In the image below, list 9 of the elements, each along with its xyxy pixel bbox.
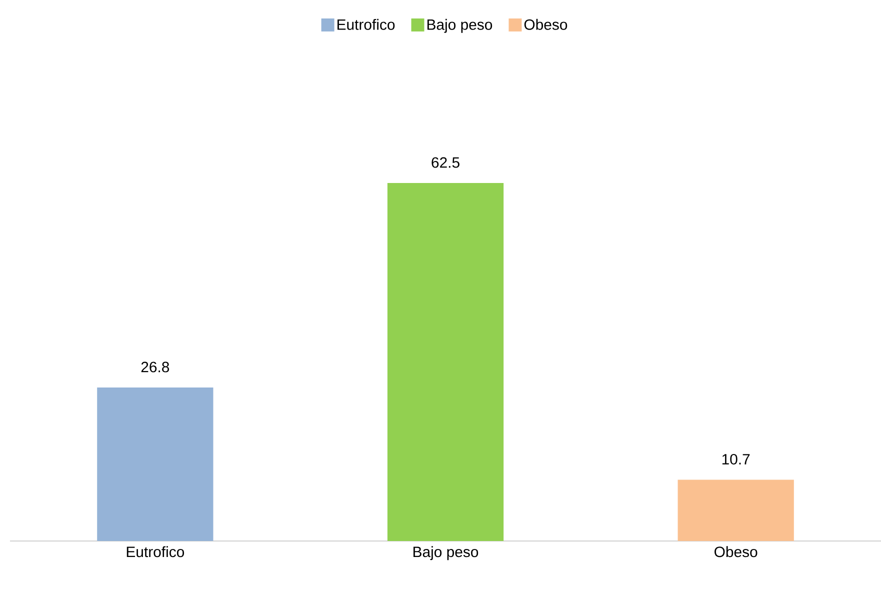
data-label: 10.7: [722, 454, 750, 465]
x-tick-label: Bajo peso: [413, 546, 478, 560]
data-label: 62.5: [432, 157, 460, 168]
legend-label: Eutrofico: [338, 18, 395, 30]
legend-label: Obeso: [524, 18, 568, 30]
x-tick-label: Eutrofico: [126, 546, 184, 558]
legend-label: Bajo peso: [427, 18, 492, 33]
x-tick-label: Obeso: [714, 546, 758, 558]
data-label: 26.8: [141, 362, 170, 372]
